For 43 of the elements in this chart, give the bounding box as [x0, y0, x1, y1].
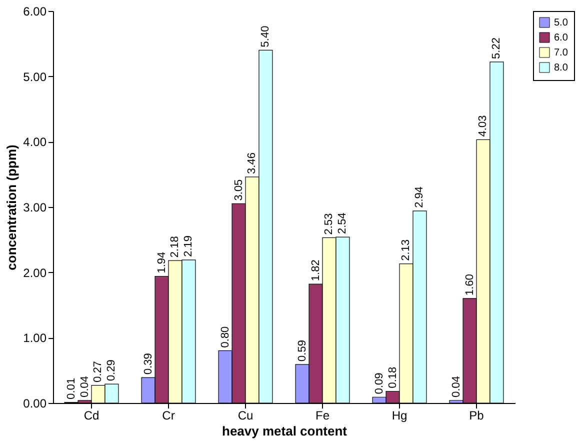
legend-label: 6.0 [554, 32, 568, 44]
x-axis-title: heavy metal content [222, 424, 348, 438]
y-tick-label: 1.00 [23, 331, 47, 346]
legend-label: 7.0 [554, 48, 568, 58]
y-tick-label: 0.00 [23, 396, 47, 410]
legend-label: 8.0 [554, 62, 568, 74]
data-label: 0.09 [373, 372, 386, 394]
y-tick-label: 6.00 [23, 4, 47, 18]
data-label: 2.53 [323, 213, 336, 235]
data-label: 5.40 [260, 26, 272, 48]
data-label: 0.59 [296, 340, 308, 362]
x-tick-label: Fe [315, 408, 330, 422]
legend-label: 5.0 [554, 18, 568, 28]
data-label: 0.27 [92, 360, 104, 382]
data-label: 0.01 [65, 378, 78, 400]
data-label: 0.39 [142, 353, 154, 375]
data-label: 0.04 [78, 376, 91, 398]
x-tick-label: Cd [84, 408, 100, 422]
data-label: 2.94 [414, 186, 426, 208]
data-label: 2.19 [182, 236, 195, 257]
x-tick-label: Cr [162, 408, 175, 422]
y-tick-label: 5.00 [23, 70, 47, 84]
x-tick-label: Hg [392, 408, 408, 422]
data-label: 2.18 [169, 236, 182, 258]
y-tick-label: 3.00 [23, 200, 47, 214]
data-label: 3.46 [246, 152, 258, 174]
data-label: 0.18 [386, 366, 399, 388]
data-label: 1.60 [464, 274, 476, 296]
data-label: 0.80 [219, 326, 232, 348]
data-label: 2.54 [336, 212, 349, 234]
data-label: 1.82 [310, 260, 322, 282]
data-label: 0.29 [106, 360, 118, 382]
data-label: 0.04 [450, 376, 462, 398]
y-axis-title: concentration (ppm) [4, 144, 20, 270]
x-tick-label: Pb [469, 408, 484, 422]
y-tick-label: 2.00 [23, 266, 47, 280]
data-label: 3.05 [232, 179, 245, 201]
x-tick-label: Cu [238, 408, 254, 422]
data-label: 2.13 [400, 239, 412, 261]
y-tick-label: 4.00 [23, 135, 47, 150]
data-label: 5.22 [490, 38, 503, 59]
data-label: 4.03 [477, 115, 490, 137]
data-label: 1.94 [156, 252, 168, 274]
